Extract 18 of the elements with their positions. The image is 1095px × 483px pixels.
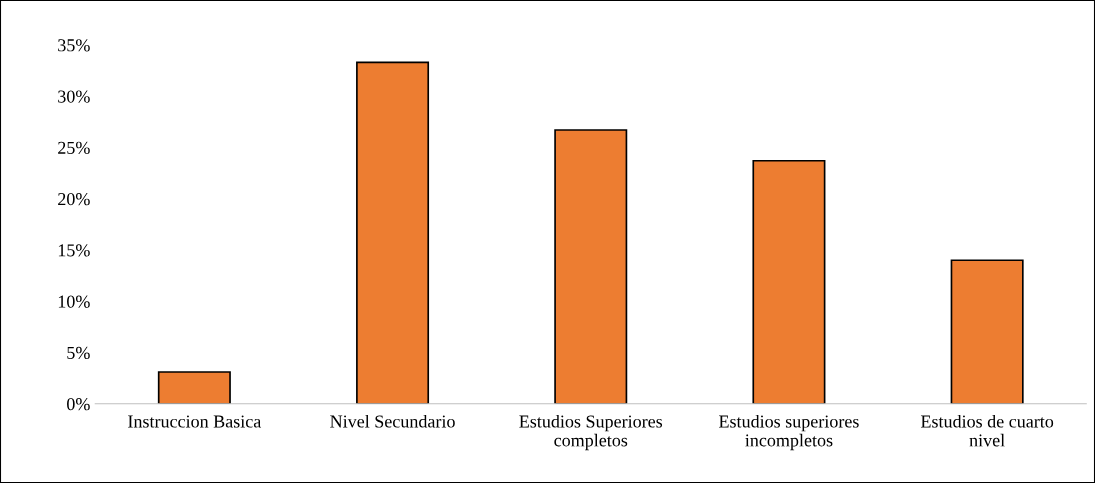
bar xyxy=(157,371,231,404)
y-tick-label: 25% xyxy=(58,141,90,154)
x-tick-label: Estudios superiores incompletos xyxy=(719,414,859,451)
x-tick-label: Instruccion Basica xyxy=(128,415,262,428)
bar xyxy=(356,61,430,404)
x-tick-label: Estudios Superiores completos xyxy=(519,414,663,451)
y-tick-label: 0% xyxy=(67,398,90,411)
y-tick-label: 15% xyxy=(58,244,90,257)
y-tick-label: 5% xyxy=(67,346,90,360)
y-tick-label: 35% xyxy=(58,39,90,52)
y-tick-label: 30% xyxy=(58,90,90,103)
y-tick-label: 20% xyxy=(58,192,90,206)
bar xyxy=(752,159,826,404)
bar xyxy=(554,129,628,404)
bar xyxy=(950,259,1024,404)
y-tick-label: 10% xyxy=(58,295,90,308)
x-tick-label: Estudios de cuarto nivel xyxy=(920,414,1054,447)
x-tick-label: Nivel Secundario xyxy=(330,414,455,428)
